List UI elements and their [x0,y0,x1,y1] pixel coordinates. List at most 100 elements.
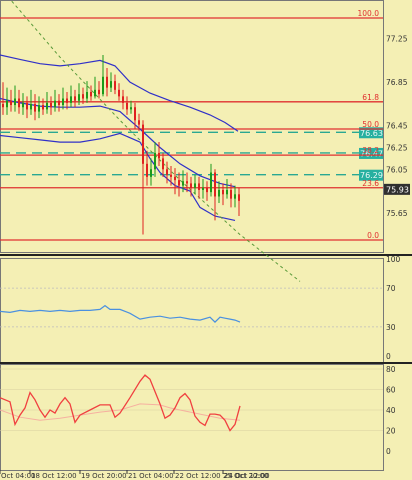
fib-level-label: 38.2 [362,146,379,155]
candle-body [134,107,136,121]
candle-body [122,96,124,103]
stoch-axis-tick: 20 [386,427,396,436]
panel-frame-3 [0,364,384,471]
bollinger-upper-line [0,54,239,132]
price-axis-tick: 75.65 [386,209,408,218]
candle-body [114,81,116,90]
time-axis-tick-label: 22 Oct 12:00 [175,472,221,480]
candle-body [198,183,200,190]
candle-body [150,169,152,177]
candle-body [178,180,180,186]
panel-frame-1 [0,0,384,253]
candle-body [126,102,128,110]
fib-level-label: 0.0 [367,231,379,240]
current-price-label: 75.93 [386,185,409,194]
candle-body [78,94,80,101]
teal-price-tag [359,147,383,159]
candle-body [38,105,40,112]
candle-body [222,189,224,195]
candle-body [190,183,192,188]
candle-body [118,89,120,97]
candle-body [6,100,8,108]
candle-body [230,189,232,199]
candle-body [206,187,208,193]
candle-body [10,100,12,106]
time-axis-tick-label: 21 Oct 04:00 [128,472,174,480]
fib-level-label: 61.8 [362,93,379,102]
candle-body [2,103,4,108]
candle-body [30,103,32,110]
candle-body [218,189,220,197]
rsi-axis-tick: 30 [386,323,396,332]
candle-body [94,89,96,97]
candle-body [14,98,16,106]
teal-price-tag [359,169,383,181]
candle-body [58,100,60,106]
candle-body [138,120,140,125]
stoch-axis-tick: 40 [386,406,396,415]
candle-body [50,102,52,108]
rsi-axis-tick: 70 [386,284,396,293]
candle-body [214,172,216,197]
candle-body [182,181,184,186]
stoch-axis-tick: 0 [386,447,391,456]
candle-body [170,174,172,177]
candle-body [82,94,84,99]
price-axis-tick: 76.45 [386,122,408,131]
candle-body [226,189,228,195]
price-axis-tick: 76.05 [386,165,408,174]
bollinger-lower-line [0,132,236,221]
stochastic-signal-line [0,403,241,421]
candle-body [234,194,236,199]
candle-body [146,163,148,177]
teal-price-label: 76.47 [360,149,383,158]
fib-level-label: 23.6 [362,179,379,188]
candle-body [186,181,188,184]
rsi-line [0,304,241,323]
candle-body [26,102,28,110]
candle-body [238,194,240,201]
candle-body [86,92,88,99]
fib-level-label: 50.0 [362,120,379,129]
candle-body [62,98,64,106]
stoch-axis-tick: 80 [386,365,396,374]
time-axis-tick-label: Oct 04:00 [1,472,36,480]
candle-body [70,96,72,103]
candle-body [18,98,20,108]
candle-body [102,76,104,95]
candle-body [130,107,132,110]
candle-body [154,152,156,170]
candle-body [142,124,144,164]
teal-price-label: 76.29 [360,171,383,180]
candle-body [46,102,48,110]
time-axis-tick-label: 25 Oct 20:00 [223,472,269,480]
candle-body [162,158,164,170]
candle-body [54,100,56,108]
rsi-axis-tick: 100 [386,255,401,264]
current-price-tag [384,183,410,195]
teal-price-label: 76.63 [360,129,383,138]
fib-level-label: 100.0 [358,9,380,18]
candle-body [22,102,24,108]
price-axis-tick: 76.85 [386,78,408,87]
candle-body [202,187,204,190]
stoch-axis-tick: 60 [386,386,396,395]
candle-body [194,183,196,188]
candle-body [90,92,92,97]
rsi-axis-tick: 0 [386,352,391,361]
candle-body [166,169,168,175]
candle-body [106,76,108,88]
candle-body [158,152,160,159]
candle-body [74,96,76,101]
candle-body [110,81,112,88]
teal-price-tag [359,127,383,139]
candle-body [98,89,100,95]
candle-body [42,105,44,110]
price-axis-tick: 76.25 [386,144,408,153]
time-axis-tick-label: 18 Oct 12:00 [31,472,77,480]
stochastic-main-line [0,374,241,432]
time-axis-tick-label: 24 Oct 12:00 [224,472,270,480]
candle-body [174,176,176,181]
candle-body [66,98,68,103]
